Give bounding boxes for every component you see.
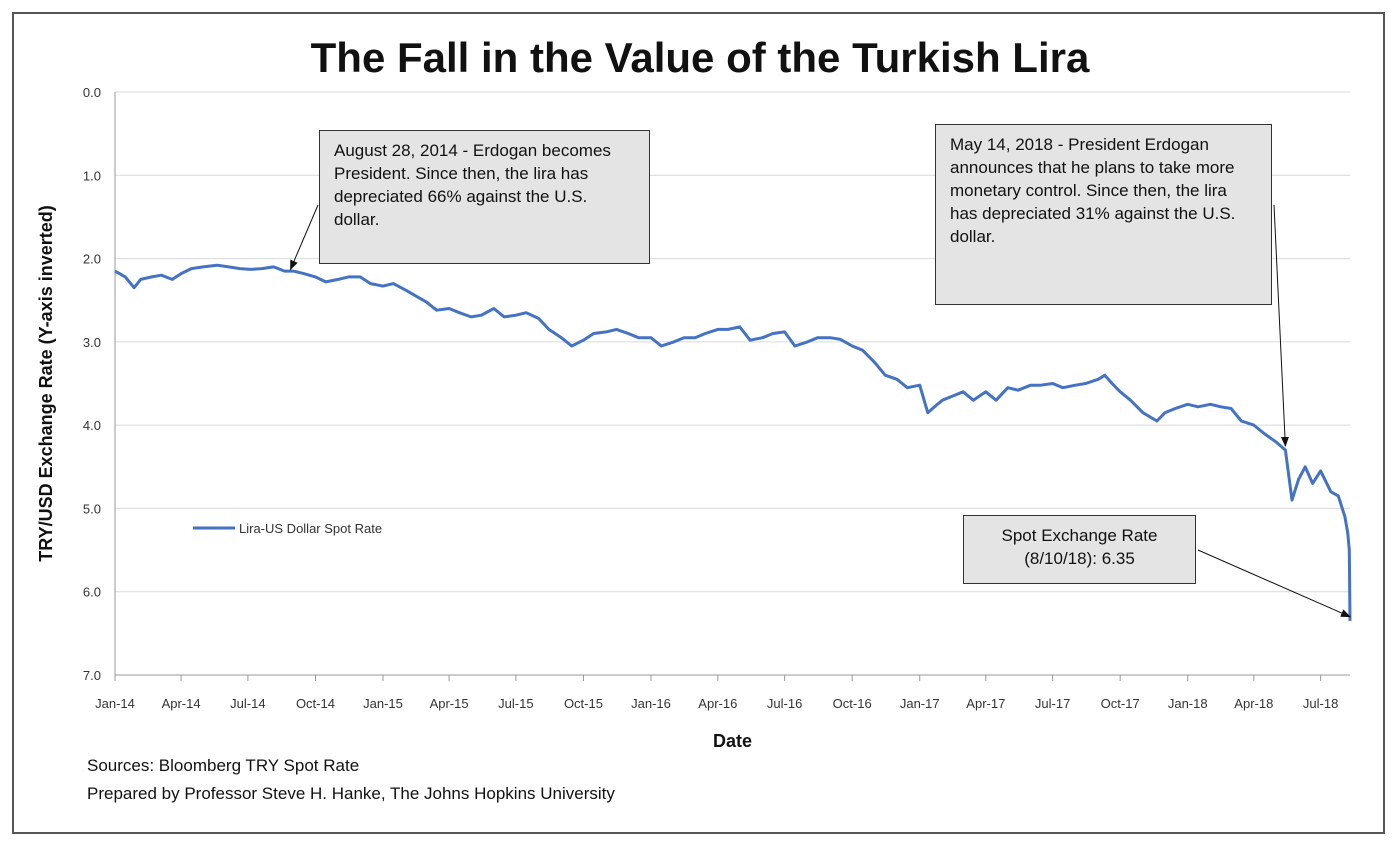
x-axis-title: Date — [713, 731, 752, 751]
x-tick-label: Jul-18 — [1303, 696, 1338, 711]
x-tick-label: Jan-16 — [631, 696, 671, 711]
x-tick-label: Apr-18 — [1234, 696, 1273, 711]
x-tick-label: Jan-14 — [95, 696, 135, 711]
series-line-lira-usd — [114, 263, 1352, 621]
annotation-spot-rate: Spot Exchange Rate (8/10/18): 6.35 — [963, 515, 1196, 584]
annotation-erdogan-president: August 28, 2014 - Erdogan becomes Presid… — [319, 130, 650, 264]
annotation-arrow — [1197, 549, 1351, 618]
y-tick-label: 7.0 — [83, 668, 101, 683]
x-tick-label: Oct-14 — [296, 696, 335, 711]
x-tick-label: Apr-16 — [698, 696, 737, 711]
annotation-text: August 28, 2014 - Erdogan becomes Presid… — [334, 141, 611, 229]
y-tick-label: 2.0 — [83, 252, 101, 267]
annotation-monetary-control: May 14, 2018 - President Erdogan announc… — [935, 124, 1272, 305]
x-tick-label: Jan-15 — [363, 696, 403, 711]
x-tick-label: Jul-15 — [498, 696, 533, 711]
x-tick-label: Jul-17 — [1035, 696, 1070, 711]
x-tick-label: Oct-16 — [833, 696, 872, 711]
x-tick-label: Oct-15 — [564, 696, 603, 711]
x-tick-label: Apr-17 — [966, 696, 1005, 711]
y-tick-label: 1.0 — [83, 168, 101, 183]
x-tick-label: Jan-18 — [1168, 696, 1208, 711]
legend-label: Lira-US Dollar Spot Rate — [239, 521, 382, 536]
annotation-arrow — [290, 204, 319, 271]
y-tick-label: 6.0 — [83, 585, 101, 600]
y-axis-title: TRY/USD Exchange Rate (Y-axis inverted) — [36, 205, 56, 561]
x-tick-label: Jul-14 — [230, 696, 265, 711]
y-tick-label: 5.0 — [83, 501, 101, 516]
y-tick-label: 3.0 — [83, 335, 101, 350]
prepared-by-note: Prepared by Professor Steve H. Hanke, Th… — [87, 784, 615, 803]
chart-title: The Fall in the Value of the Turkish Lir… — [310, 34, 1090, 81]
y-tick-label: 4.0 — [83, 418, 101, 433]
source-note: Sources: Bloomberg TRY Spot Rate — [87, 756, 360, 775]
annotation-text: May 14, 2018 - President Erdogan announc… — [950, 135, 1236, 246]
x-tick-label: Apr-14 — [162, 696, 201, 711]
x-tick-label: Jan-17 — [900, 696, 940, 711]
annotation-text-line2: (8/10/18): 6.35 — [1024, 549, 1135, 568]
x-tick-label: Jul-16 — [767, 696, 802, 711]
x-tick-label: Oct-17 — [1101, 696, 1140, 711]
x-tick-label: Apr-15 — [430, 696, 469, 711]
y-tick-label: 0.0 — [83, 85, 101, 100]
annotation-text-line1: Spot Exchange Rate — [1001, 526, 1158, 545]
annotation-arrow — [1273, 204, 1289, 447]
